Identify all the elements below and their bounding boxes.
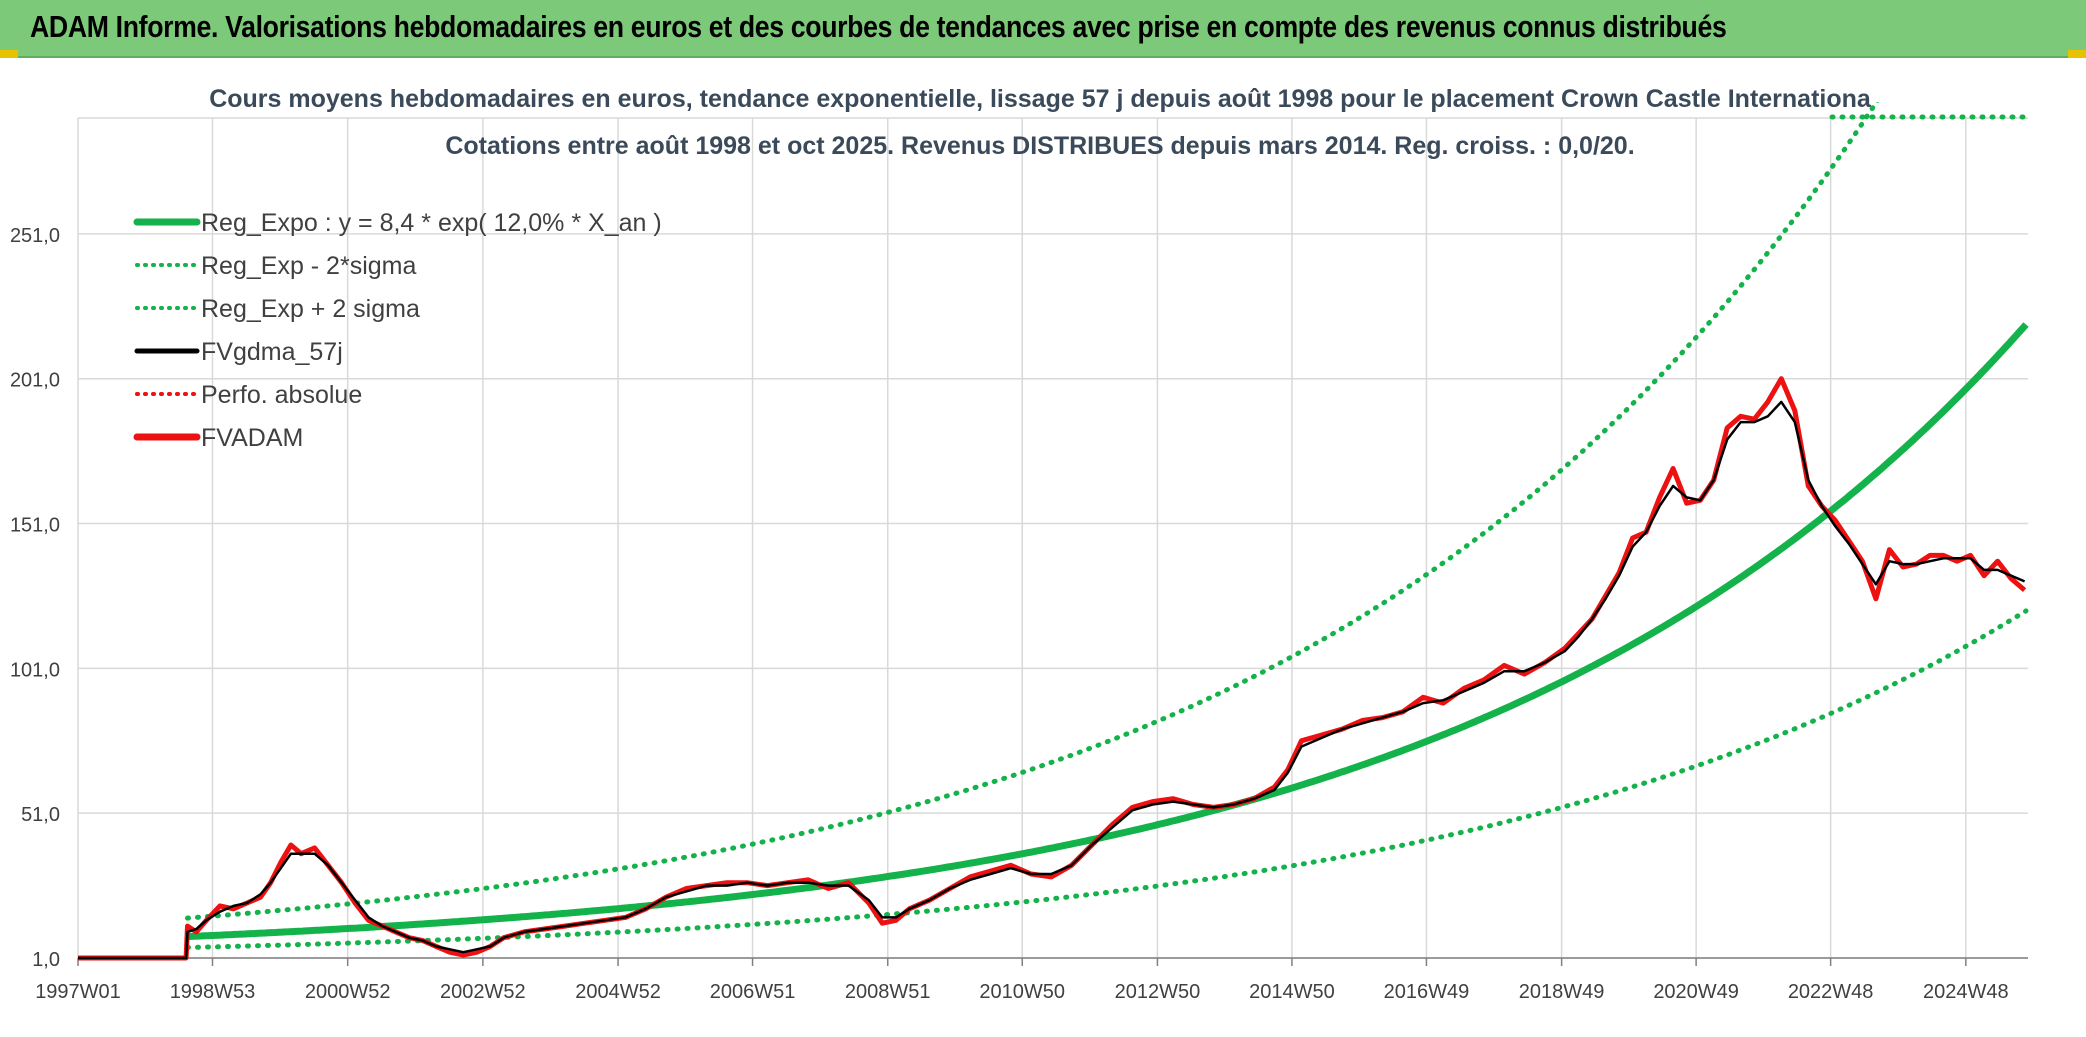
chart-background [0, 58, 2086, 1037]
x-tick-label: 2020W49 [1653, 981, 1739, 1003]
y-tick-label: 251,0 [10, 225, 60, 247]
x-tick-label: 2016W49 [1384, 981, 1470, 1003]
y-tick-label: 201,0 [10, 370, 60, 392]
line-chart: 1,0 51,0 101,0 151,0 201,0 251,0 1997W01 1998W… [0, 58, 2086, 1037]
x-tick-label: 2018W49 [1519, 981, 1605, 1003]
legend-label: Perfo. absolue [201, 381, 362, 409]
x-tick-label: 1998W53 [170, 981, 256, 1003]
x-tick-label: 2004W52 [575, 981, 661, 1003]
x-tick-label: 1997W01 [35, 981, 121, 1003]
y-tick-label: 1,0 [32, 949, 60, 971]
x-tick-label: 2014W50 [1249, 981, 1335, 1003]
legend-label: FVgdma_57j [201, 338, 343, 366]
x-tick-label: 2022W48 [1788, 981, 1874, 1003]
y-tick-label: 51,0 [21, 804, 60, 826]
x-tick-label: 2024W48 [1923, 981, 2009, 1003]
report-title: ADAM Informe. Valorisations hebdomadaire… [30, 9, 1727, 44]
x-tick-label: 2012W50 [1115, 981, 1201, 1003]
report-header-bar: ADAM Informe. Valorisations hebdomadaire… [0, 0, 2086, 58]
series-layer [78, 102, 2029, 961]
trend-lower-2sigma-line [185, 608, 2029, 950]
legend-label: Reg_Exp + 2 sigma [201, 295, 420, 323]
legend-label: Reg_Exp - 2*sigma [201, 252, 416, 280]
corner-mark-left [0, 50, 18, 58]
x-tick-label: 2010W50 [979, 981, 1065, 1003]
gridlines [77, 117, 2028, 966]
chart-title: Cours moyens hebdomadaires en euros, ten… [209, 85, 1872, 113]
trend-exponential-line [187, 322, 2029, 941]
x-tick-label: 2006W51 [710, 981, 796, 1003]
legend-label: Reg_Expo : y = 8,4 * exp( 12,0% * X_an ) [201, 209, 662, 237]
chart-subtitle: Cotations entre août 1998 et oct 2025. R… [445, 132, 1634, 160]
x-tick-label: 2002W52 [440, 981, 526, 1003]
y-tick-label: 151,0 [10, 515, 60, 537]
legend: Reg_Expo : y = 8,4 * exp( 12,0% * X_an )… [133, 209, 662, 452]
corner-mark-right [2068, 50, 2086, 58]
legend-label: FVADAM [201, 424, 303, 452]
y-tick-label: 101,0 [10, 659, 60, 681]
x-tick-label: 2000W52 [305, 981, 391, 1003]
y-axis-tick-labels: 1,0 51,0 101,0 151,0 201,0 251,0 [10, 225, 60, 971]
x-tick-label: 2008W51 [845, 981, 931, 1003]
x-axis-tick-labels: 1997W01 1998W53 2000W52 2002W52 2004W52 2006W… [35, 981, 2008, 1003]
trend-upper-2sigma-line [185, 102, 1880, 921]
series-fvgdma-line [78, 400, 2026, 960]
